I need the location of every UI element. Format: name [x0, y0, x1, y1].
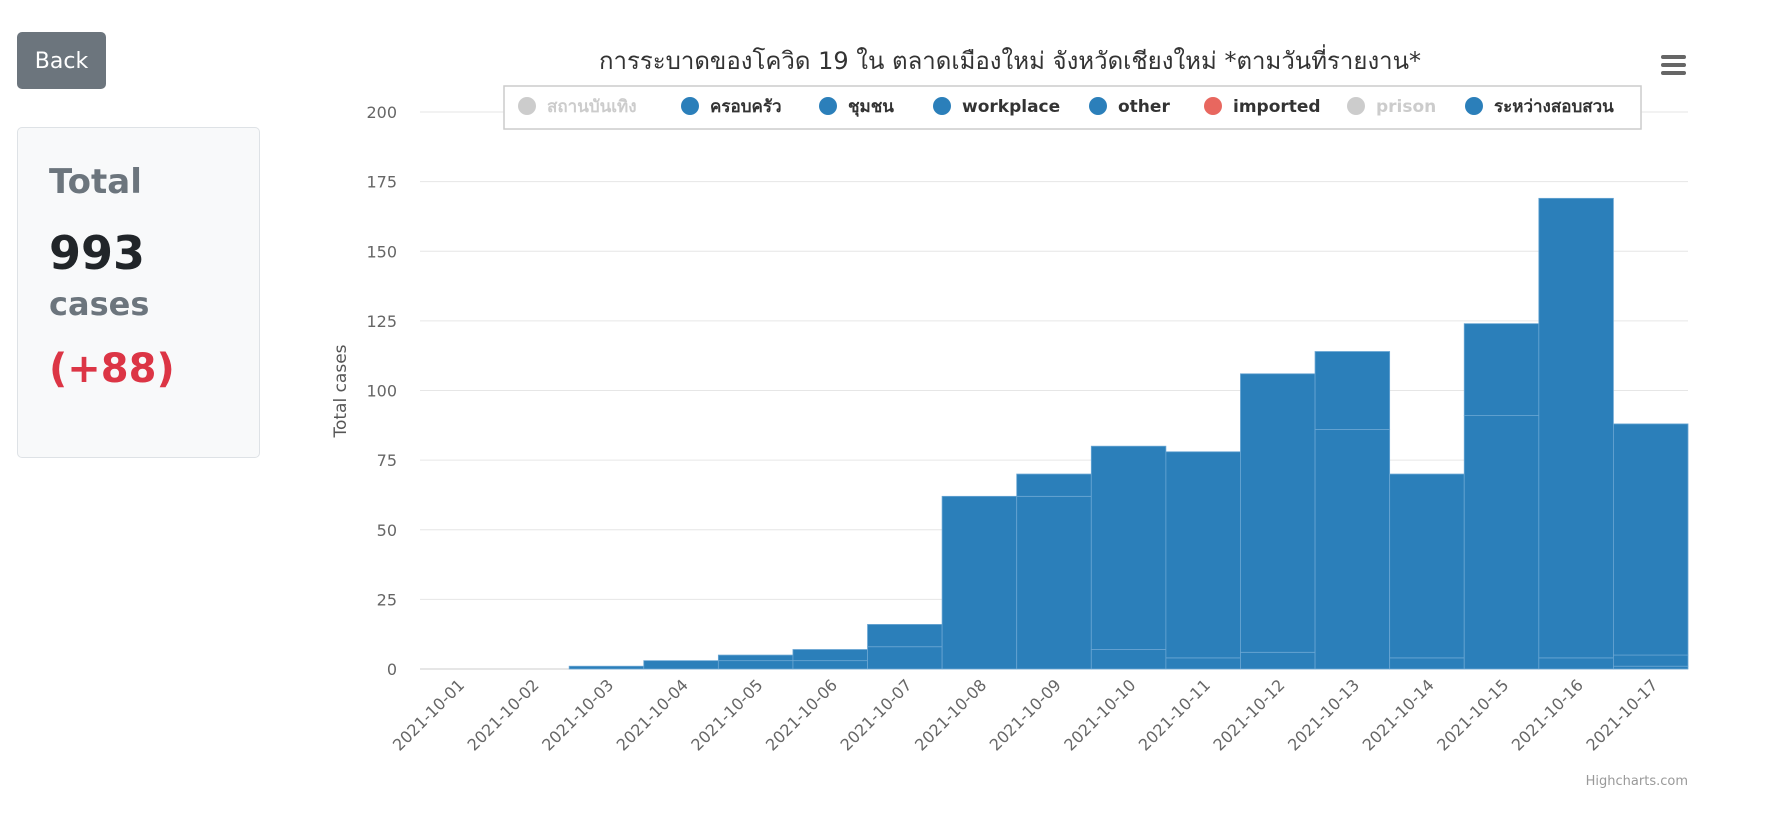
y-axis-title: Total cases	[331, 344, 351, 438]
legend-marker-icon	[681, 97, 699, 115]
y-tick-label: 200	[366, 103, 397, 122]
legend-item[interactable]: workplace	[933, 97, 1060, 117]
x-tick-label: 2021-10-17	[1582, 675, 1661, 754]
case-unit-label: cases	[49, 285, 150, 323]
chart-credit-link[interactable]: Highcharts.com	[1586, 774, 1688, 789]
legend-marker-icon	[1347, 97, 1365, 115]
x-tick-label: 2021-10-16	[1508, 675, 1587, 754]
x-tick-label: 2021-10-14	[1359, 675, 1438, 754]
back-button[interactable]: Back	[17, 32, 106, 89]
x-tick-label: 2021-10-06	[762, 675, 841, 754]
x-tick-label: 2021-10-05	[687, 675, 766, 754]
x-tick-label: 2021-10-15	[1433, 675, 1512, 754]
y-axis-ticks: 0 25 50 75 100 125 150 175 200	[366, 103, 397, 679]
y-tick-label: 50	[377, 521, 397, 540]
y-tick-label: 100	[366, 382, 397, 401]
x-tick-label: 2021-10-13	[1284, 675, 1363, 754]
legend-item[interactable]: ครอบครัว	[681, 97, 782, 117]
legend-marker-icon	[1465, 97, 1483, 115]
bar-segment	[1240, 651, 1316, 670]
bar-segment	[1090, 649, 1167, 670]
bar-segment	[1613, 654, 1689, 667]
bar-segment	[643, 660, 719, 670]
bar-segment	[867, 646, 943, 670]
legend-label: workplace	[962, 97, 1060, 117]
bar-segment	[792, 649, 868, 662]
legend-marker-icon	[819, 97, 837, 115]
bar-segment	[1463, 323, 1540, 416]
x-tick-label: 2021-10-11	[1135, 675, 1214, 754]
bar-segment	[941, 495, 1018, 670]
x-tick-label: 2021-10-04	[613, 675, 692, 754]
legend-label: ระหว่างสอบสวน	[1494, 97, 1614, 117]
bar-segment	[1389, 657, 1465, 670]
summary-card: Total 993 cases (+88)	[17, 127, 260, 458]
legend-label: imported	[1233, 97, 1321, 117]
y-tick-label: 175	[366, 173, 397, 192]
x-tick-label: 2021-10-09	[986, 675, 1065, 754]
bar-segment	[1538, 197, 1614, 659]
total-case-count: 993	[49, 226, 146, 280]
legend-label: ชุมชน	[848, 97, 894, 117]
bar-segment	[1314, 429, 1391, 670]
bar-segment	[867, 624, 943, 648]
bar-segment	[792, 660, 868, 670]
y-tick-label: 75	[377, 451, 397, 470]
legend-item[interactable]: imported	[1204, 97, 1321, 117]
y-tick-label: 25	[377, 590, 397, 609]
bar-segment	[1016, 473, 1092, 497]
legend-item[interactable]: prison	[1347, 97, 1436, 117]
bar-segment	[717, 654, 794, 662]
x-axis-ticks: 2021-10-012021-10-022021-10-032021-10-04…	[389, 675, 1662, 754]
y-tick-label: 0	[387, 660, 397, 679]
chart-title: การระบาดของโควิด 19 ใน ตลาดเมืองใหม่ จัง…	[599, 44, 1421, 75]
legend-item[interactable]: ระหว่างสอบสวน	[1465, 97, 1614, 117]
legend-label: other	[1118, 97, 1170, 117]
bar-segment	[568, 665, 645, 670]
legend-label: prison	[1376, 97, 1436, 117]
bar-segment	[1389, 473, 1465, 659]
legend-marker-icon	[933, 97, 951, 115]
bar-segment	[1463, 415, 1540, 670]
legend-item[interactable]: สถานบันเทิง	[518, 97, 637, 117]
bar-segment	[1613, 423, 1689, 656]
x-tick-label: 2021-10-03	[538, 675, 617, 754]
case-change-badge: (+88)	[49, 346, 175, 392]
legend: สถานบันเทิง ครอบครัว ชุมชน workplace other im…	[518, 97, 1614, 117]
bar-segment	[1090, 445, 1167, 650]
bar-segment	[1016, 495, 1092, 670]
bar-segment	[1538, 657, 1614, 670]
hamburger-menu-icon[interactable]	[1658, 54, 1688, 80]
x-tick-label: 2021-10-08	[911, 675, 990, 754]
legend-item[interactable]: other	[1089, 97, 1170, 117]
x-tick-label: 2021-10-12	[1209, 675, 1288, 754]
legend-marker-icon	[1089, 97, 1107, 115]
bar-segment	[1314, 351, 1391, 430]
x-tick-label: 2021-10-07	[836, 675, 915, 754]
y-tick-label: 125	[366, 312, 397, 331]
x-tick-label: 2021-10-01	[389, 675, 468, 754]
legend-label: สถานบันเทิง	[547, 97, 637, 117]
y-tick-label: 150	[366, 242, 397, 261]
bar-segment	[717, 660, 794, 670]
legend-marker-icon	[518, 97, 536, 115]
x-tick-label: 2021-10-10	[1060, 675, 1139, 754]
bar-segment	[1165, 657, 1241, 670]
x-tick-label: 2021-10-02	[464, 675, 543, 754]
legend-item[interactable]: ชุมชน	[819, 97, 894, 117]
bar-segment	[1240, 373, 1316, 653]
chart-bars	[568, 197, 1689, 670]
legend-label: ครอบครัว	[710, 97, 782, 117]
bar-segment	[1165, 451, 1241, 659]
summary-title: Total	[49, 162, 142, 202]
legend-marker-icon	[1204, 97, 1222, 115]
bar-segment	[1613, 665, 1689, 670]
